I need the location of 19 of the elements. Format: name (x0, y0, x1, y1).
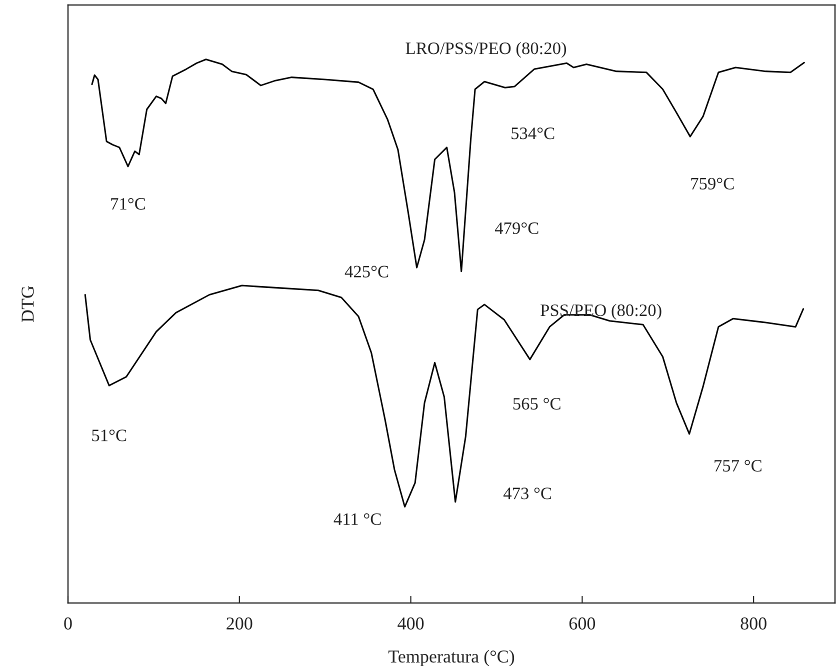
x-tick-label: 200 (226, 617, 252, 630)
annotation: 534°C (512, 127, 554, 140)
series-label: LRO/PSS/PEO (80:20) (406, 42, 566, 58)
annotation: 479°C (494, 222, 538, 234)
x-tick-label: 800 (740, 617, 766, 630)
annotation: 51°C (92, 430, 126, 442)
annotation: 565 °C (513, 398, 560, 410)
annotation: 473 °C (503, 488, 552, 500)
x-tick-label: 600 (569, 617, 596, 630)
x-tick-label: 400 (398, 617, 424, 630)
annotation: 71°C (111, 198, 145, 210)
annotation: 411 °C (334, 513, 381, 526)
x-axis-title: Temperatura (°C) (388, 650, 514, 666)
y-axis-title: DTG (22, 286, 34, 322)
annotation: 759°C (691, 178, 734, 190)
series-label: PSS/PEO (80:20) (540, 304, 662, 320)
x-tick-label: 0 (64, 617, 72, 630)
annotation: 757 °C (714, 460, 762, 472)
annotation: 425°C (344, 266, 388, 278)
